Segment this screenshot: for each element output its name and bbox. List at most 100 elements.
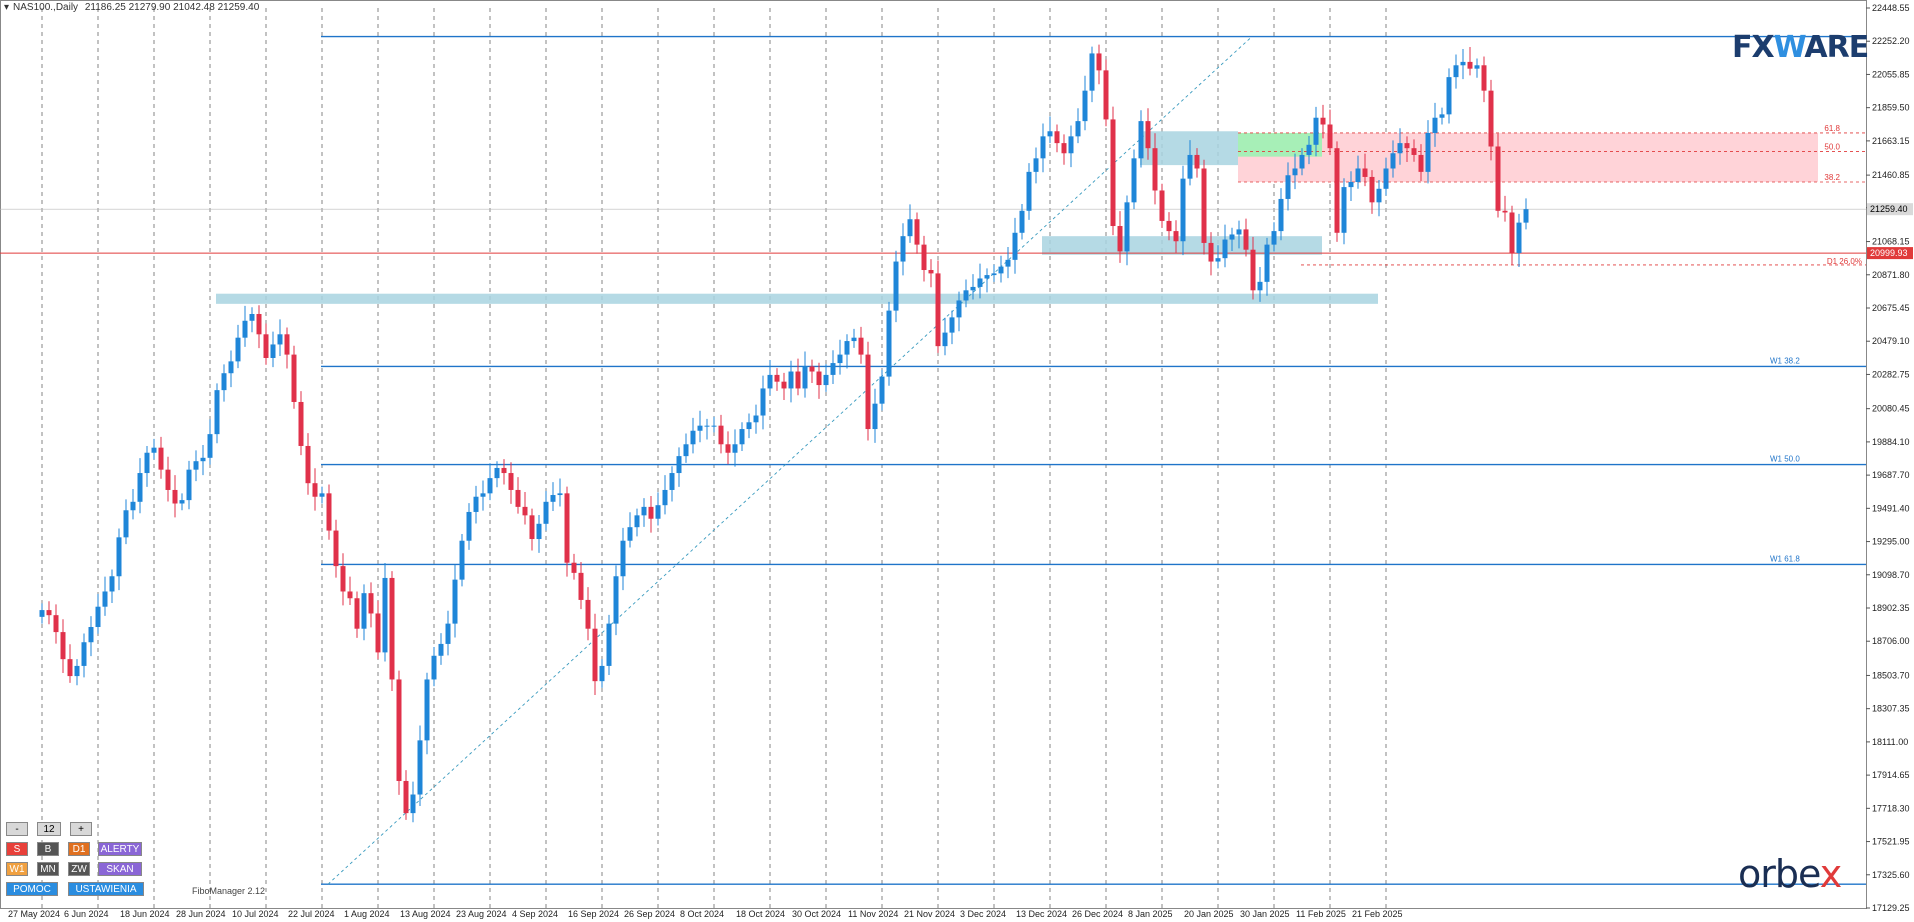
y-tick-label: 21663.15	[1872, 136, 1910, 146]
candle-body	[697, 425, 703, 431]
candle-body	[823, 374, 829, 386]
candle-body	[1446, 77, 1452, 115]
candle-body	[1495, 146, 1501, 211]
candle-body	[1404, 143, 1410, 149]
candle-body	[235, 337, 241, 362]
candle-body	[186, 469, 192, 501]
y-tick-label: 17521.95	[1872, 837, 1910, 847]
toolbar-button-skan[interactable]: SKAN	[98, 862, 142, 876]
ohlc-label: 21186.25 21279.90 21042.48 21259.40	[84, 2, 260, 13]
candle-body	[725, 444, 731, 453]
candle-body	[382, 577, 388, 653]
toolbar-button-zw[interactable]: ZW	[68, 862, 90, 876]
x-tick-label: 13 Aug 2024	[400, 909, 451, 919]
y-tick-label: 18111.00	[1872, 737, 1908, 747]
candle-body	[1047, 131, 1053, 137]
toolbar-button-w1[interactable]: W1	[6, 862, 28, 876]
period-minus-button[interactable]: -	[6, 822, 28, 836]
candle-body	[634, 515, 640, 528]
y-tick-label: 17914.65	[1872, 770, 1910, 780]
candle-body	[844, 341, 850, 355]
candle-body	[172, 489, 178, 504]
toolbar-button-pomoc[interactable]: POMOC	[6, 882, 58, 896]
candle-body	[1453, 65, 1459, 78]
candle-body	[46, 610, 52, 616]
candle-body	[879, 376, 885, 404]
candle-body	[732, 444, 738, 453]
candle-body	[242, 320, 248, 338]
candle-body	[1166, 220, 1172, 232]
candle-body	[984, 275, 990, 279]
candle-body	[270, 344, 276, 358]
candle-body	[466, 511, 472, 541]
candle-body	[1488, 90, 1494, 147]
period-value[interactable]: 12	[37, 822, 61, 836]
x-tick-label: 18 Oct 2024	[736, 909, 785, 919]
y-tick-label: 22055.85	[1872, 69, 1910, 79]
d1-label: D1 26.0%	[1827, 257, 1862, 266]
candle-body	[781, 381, 787, 389]
candle-body	[1362, 168, 1368, 177]
candle-body	[1439, 114, 1445, 118]
candle-body	[1138, 121, 1144, 159]
candle-body	[956, 300, 962, 318]
candle-body	[557, 493, 563, 496]
candle-body	[473, 496, 479, 512]
candle-body	[207, 434, 213, 458]
candle-body	[669, 473, 675, 490]
trend-line	[327, 36, 1253, 885]
candle-body	[578, 572, 584, 600]
y-tick-label: 20080.45	[1872, 404, 1910, 414]
toolbar-button-alerty[interactable]: ALERTY	[98, 842, 142, 856]
fib-label: 38.2	[1824, 173, 1840, 182]
candle-body	[998, 266, 1004, 274]
candle-body	[1054, 131, 1060, 144]
candle-body	[1516, 222, 1522, 254]
candle-body	[1348, 182, 1354, 188]
y-tick-label: 18902.35	[1872, 603, 1910, 613]
red-price-tag: 20999.93	[1870, 248, 1908, 258]
x-tick-label: 23 Aug 2024	[456, 909, 507, 919]
candle-body	[606, 623, 612, 666]
candle-body	[151, 447, 157, 453]
candle-body	[508, 473, 514, 490]
candle-body	[1481, 65, 1487, 91]
candle-body	[872, 403, 878, 430]
x-tick-label: 4 Sep 2024	[512, 909, 558, 919]
candle-body	[74, 665, 80, 677]
toolbar-button-mn[interactable]: MN	[37, 862, 59, 876]
candle-body	[459, 540, 465, 580]
toolbar-button-s[interactable]: S	[6, 842, 28, 856]
candle-body	[284, 334, 290, 355]
candle-body	[564, 493, 570, 563]
candle-body	[53, 615, 59, 633]
candle-body	[851, 337, 857, 342]
candle-body	[291, 354, 297, 402]
y-tick-label: 19295.00	[1872, 537, 1910, 547]
candle-body	[144, 452, 150, 474]
collapse-icon[interactable]: ▾	[4, 2, 10, 13]
candle-body	[1061, 143, 1067, 154]
y-tick-label: 17325.60	[1872, 870, 1910, 880]
candle-body	[494, 467, 500, 479]
candle-body	[1264, 244, 1270, 282]
candle-body	[1201, 168, 1207, 243]
x-tick-label: 26 Sep 2024	[624, 909, 675, 919]
candle-body	[662, 489, 668, 506]
x-tick-label: 21 Nov 2024	[904, 909, 955, 919]
fibomanager-label: FiboManager 2.12	[192, 886, 266, 896]
period-plus-button[interactable]: +	[70, 822, 92, 836]
toolbar-button-ustawienia[interactable]: USTAWIENIA	[68, 882, 144, 896]
candle-body	[571, 562, 577, 573]
toolbar-button-b[interactable]: B	[37, 842, 59, 856]
candle-body	[942, 332, 948, 347]
fib-label: 50.0	[1824, 143, 1840, 152]
toolbar-button-d1[interactable]: D1	[68, 842, 90, 856]
candle-body	[417, 740, 423, 795]
candle-body	[312, 483, 318, 497]
candle-body	[1124, 202, 1130, 252]
candle-body	[529, 515, 535, 540]
candle-body	[802, 366, 808, 389]
candle-body	[158, 447, 164, 470]
